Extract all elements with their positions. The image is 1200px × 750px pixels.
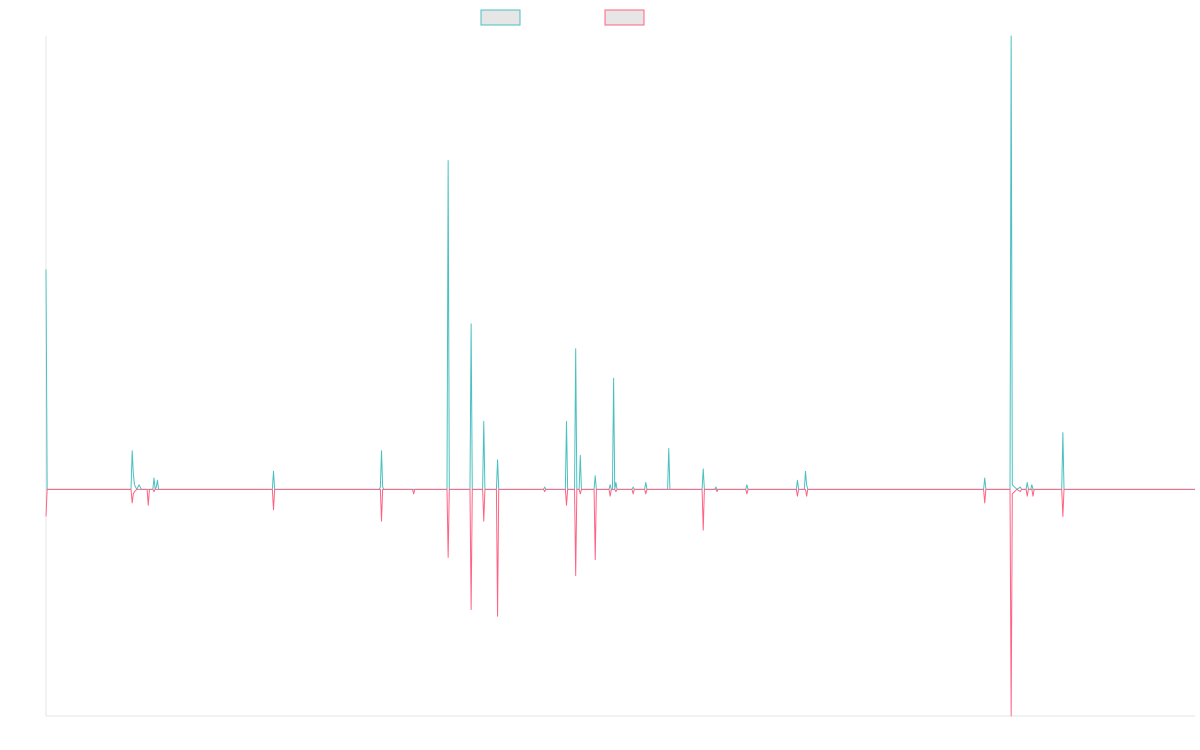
axes: [45, 36, 1195, 717]
legend: [480, 9, 645, 26]
series-line-2: [45, 488, 1195, 717]
plot-area: [45, 35, 1195, 717]
legend-item-2[interactable]: [604, 9, 645, 26]
legend-swatch-1[interactable]: [480, 9, 521, 26]
legend-item-1[interactable]: [480, 9, 521, 26]
series-line-1: [45, 35, 1195, 490]
legend-swatch-2[interactable]: [604, 9, 645, 26]
